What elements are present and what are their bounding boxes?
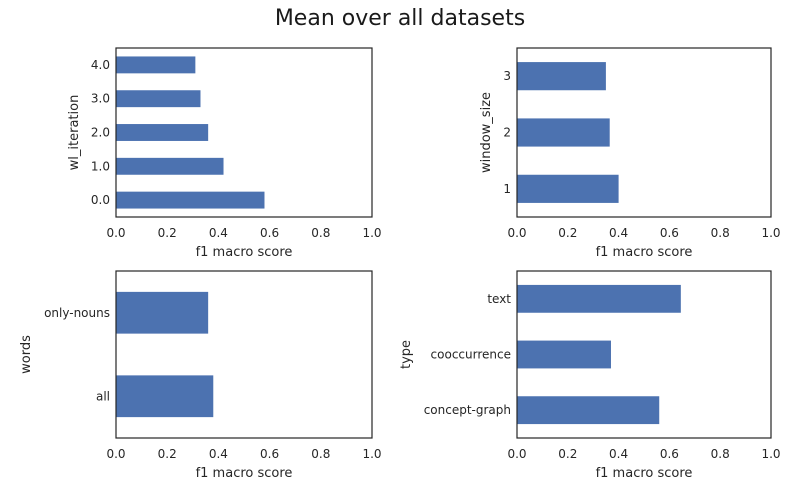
x-tick-label: 0.2 (158, 447, 177, 461)
x-tick-label: 0.8 (711, 447, 730, 461)
y-tick-label: text (487, 292, 511, 306)
bar-only-nouns (116, 291, 209, 334)
x-tick-label: 0.0 (507, 226, 526, 240)
x-tick-label: 1.0 (362, 226, 381, 240)
x-tick-label: 0.6 (260, 447, 279, 461)
axes-frame (115, 47, 373, 218)
y-axis-title: window_size (479, 92, 494, 173)
y-tick-label: cooccurrence (431, 348, 511, 362)
bar-1.0 (116, 157, 224, 175)
x-tick-label: 0.8 (311, 447, 330, 461)
y-tick-label: all (96, 389, 110, 403)
bar-2.0 (116, 124, 209, 141)
bar-4.0 (116, 56, 196, 74)
y-tick-label: 1 (503, 182, 511, 196)
x-tick-label: 0.8 (711, 226, 730, 240)
axes-frame (115, 270, 373, 439)
bar-all (116, 375, 214, 418)
x-axis-title: f1 macro score (596, 466, 693, 481)
bar-0.0 (116, 191, 265, 209)
x-tick-label: 0.6 (260, 226, 279, 240)
x-tick-label: 0.2 (558, 447, 577, 461)
y-axis-title: wl_iteration (67, 95, 82, 171)
y-tick-label: 0.0 (91, 193, 110, 207)
x-tick-label: 0.6 (660, 226, 679, 240)
y-axis-title: words (19, 335, 34, 374)
y-tick-label: 3.0 (91, 92, 110, 106)
bar-concept-graph (517, 396, 660, 425)
bar-3.0 (116, 90, 201, 108)
y-tick-label: concept-graph (424, 403, 511, 417)
x-tick-label: 0.2 (558, 226, 577, 240)
x-tick-label: 0.0 (106, 447, 125, 461)
x-tick-label: 0.0 (106, 226, 125, 240)
bar-2 (517, 118, 610, 147)
y-tick-label: 2.0 (91, 126, 110, 140)
x-tick-label: 1.0 (761, 447, 780, 461)
x-tick-label: 0.4 (609, 447, 628, 461)
y-tick-label: 2 (503, 126, 511, 140)
x-tick-label: 1.0 (362, 447, 381, 461)
x-axis-title: f1 macro score (596, 245, 693, 260)
y-tick-label: 4.0 (91, 58, 110, 72)
bar-3 (517, 62, 606, 91)
x-tick-label: 0.2 (158, 226, 177, 240)
axes-frame (516, 270, 772, 439)
x-tick-label: 0.4 (209, 447, 228, 461)
x-axis-title: f1 macro score (196, 245, 293, 260)
y-tick-label: 1.0 (91, 159, 110, 173)
x-tick-label: 0.4 (609, 226, 628, 240)
figure-title: Mean over all datasets (274, 6, 526, 31)
bar-1 (517, 174, 619, 203)
y-tick-label: only-nouns (44, 306, 110, 320)
x-tick-label: 0.0 (507, 447, 526, 461)
y-axis-title: type (399, 340, 414, 369)
axes-frame (516, 47, 772, 218)
y-tick-label: 3 (503, 69, 511, 83)
x-tick-label: 1.0 (761, 226, 780, 240)
x-tick-label: 0.6 (660, 447, 679, 461)
x-tick-label: 0.8 (311, 226, 330, 240)
x-tick-label: 0.4 (209, 226, 228, 240)
x-axis-title: f1 macro score (196, 466, 293, 481)
bar-text (517, 284, 681, 313)
bar-cooccurrence (517, 340, 611, 369)
